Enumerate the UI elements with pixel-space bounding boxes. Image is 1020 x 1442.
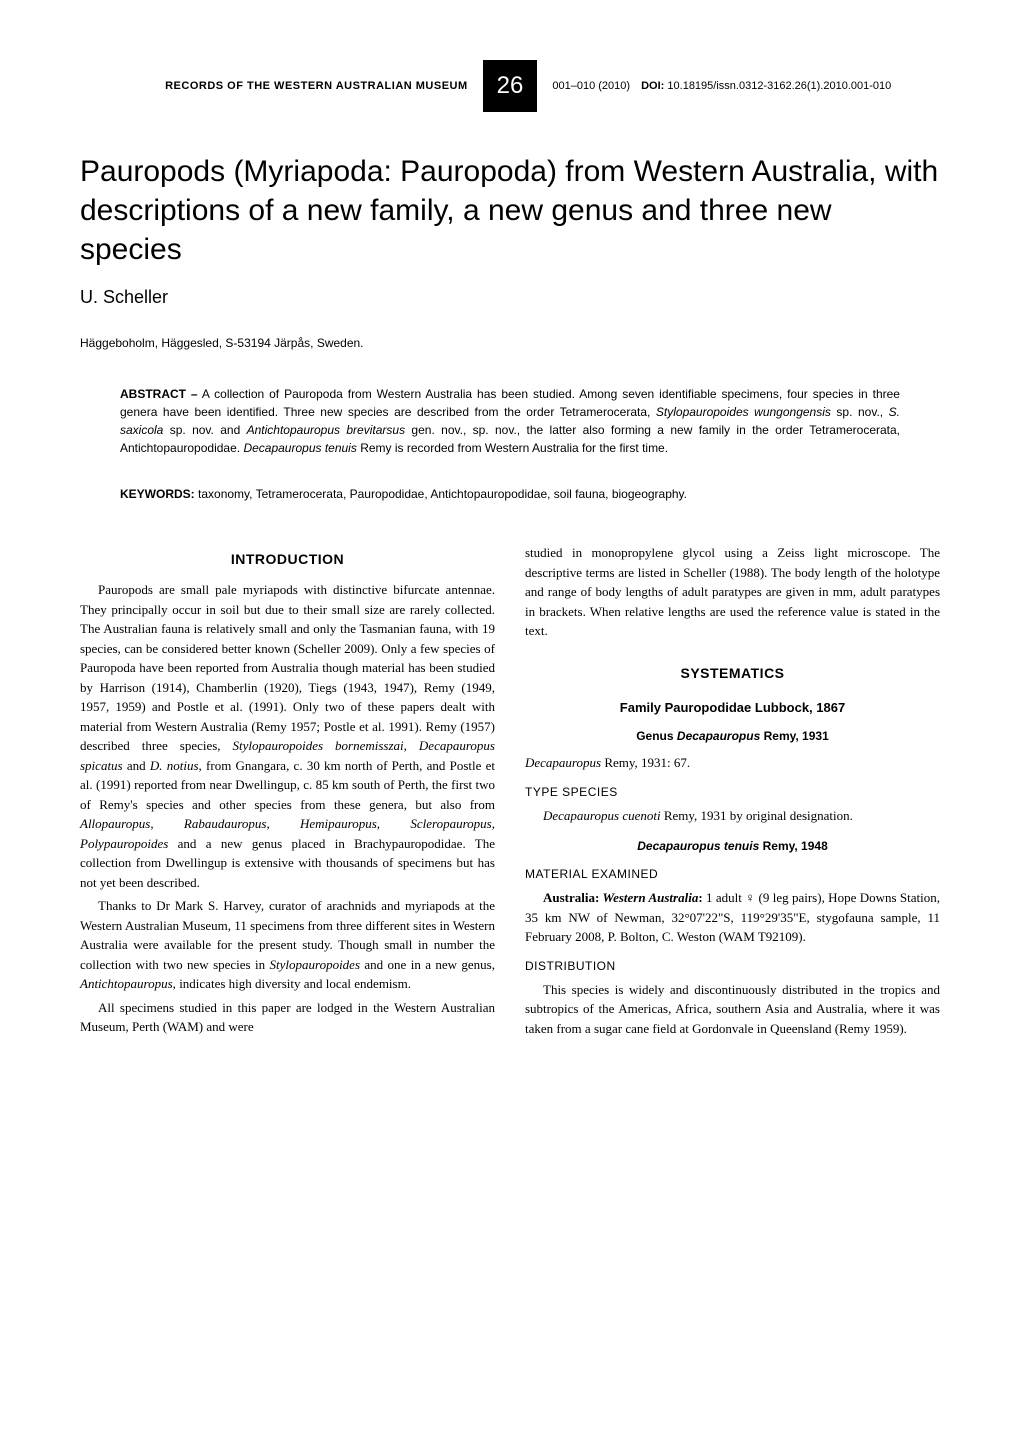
keywords-label: KEYWORDS: [120,487,195,501]
intro-para-3: All specimens studied in this paper are … [80,998,495,1037]
journal-header: RECORDS OF THE WESTERN AUSTRALIAN MUSEUM… [80,60,940,112]
introduction-heading: INTRODUCTION [80,549,495,570]
author-name: U. Scheller [80,287,940,308]
distribution-heading: DISTRIBUTION [525,957,940,975]
intro-para-4: studied in monopropylene glycol using a … [525,543,940,641]
material-text: Australia: Western Australia: 1 adult ♀ … [525,888,940,947]
genus-heading: Genus Decapauropus Remy, 1931 [525,727,940,745]
material-examined-heading: MATERIAL EXAMINED [525,865,940,883]
genus-citation: Decapauropus Remy, 1931: 67. [525,753,940,773]
doi-label: DOI: [641,80,664,92]
page-range: 001–010 (2010) [552,80,630,92]
body-columns: INTRODUCTION Pauropods are small pale my… [80,543,940,1042]
article-title: Pauropods (Myriapoda: Pauropoda) from We… [80,152,940,269]
type-species-text: Decapauropus cuenoti Remy, 1931 by origi… [525,806,940,826]
type-species-heading: TYPE SPECIES [525,783,940,801]
family-heading: Family Pauropodidae Lubbock, 1867 [525,698,940,718]
volume-number: 26 [483,60,538,112]
systematics-heading: SYSTEMATICS [525,663,940,684]
abstract-label: ABSTRACT – [120,387,198,401]
right-column: studied in monopropylene glycol using a … [525,543,940,1042]
doi-value: 10.18195/issn.0312-3162.26(1).2010.001-0… [667,80,891,92]
author-affiliation: Häggeboholm, Häggesled, S-53194 Järpås, … [80,336,940,350]
header-meta: 001–010 (2010) DOI: 10.18195/issn.0312-3… [537,80,940,92]
species-heading: Decapauropus tenuis Remy, 1948 [525,837,940,855]
intro-para-2: Thanks to Dr Mark S. Harvey, curator of … [80,896,495,994]
journal-name: RECORDS OF THE WESTERN AUSTRALIAN MUSEUM [80,80,483,92]
keywords: KEYWORDS: taxonomy, Tetramerocerata, Pau… [120,485,900,503]
distribution-text: This species is widely and discontinuous… [525,980,940,1039]
abstract: ABSTRACT – A collection of Pauropoda fro… [120,385,900,457]
left-column: INTRODUCTION Pauropods are small pale my… [80,543,495,1042]
intro-para-1: Pauropods are small pale myriapods with … [80,580,495,892]
